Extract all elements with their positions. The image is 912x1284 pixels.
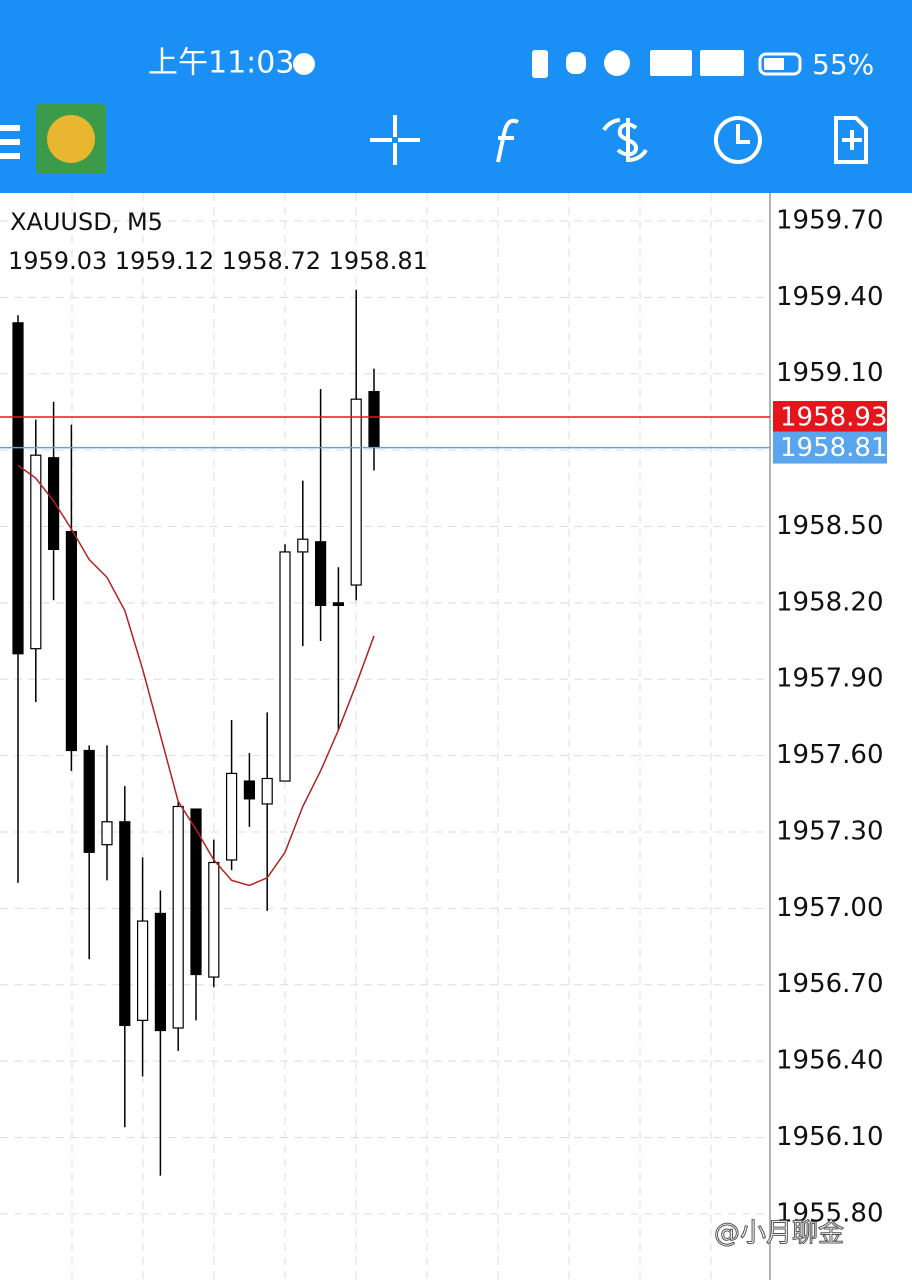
y-tick-label: 1957.90 <box>776 664 884 694</box>
symbols-button[interactable] <box>602 118 648 162</box>
candle-body <box>119 821 131 1027</box>
battery-icon <box>758 52 802 76</box>
battery-level <box>764 58 784 70</box>
price-label: 1958.81 <box>780 433 888 463</box>
app-logo-globe <box>47 115 95 163</box>
bell-icon <box>566 52 586 74</box>
candle-body <box>47 457 60 550</box>
y-tick-label: 1957.60 <box>776 740 884 770</box>
moving-average <box>17 464 375 887</box>
candle-body <box>315 541 327 606</box>
candle-body <box>350 398 362 586</box>
y-tick-label: 1956.40 <box>776 1046 884 1076</box>
candle-body <box>279 551 291 782</box>
y-tick-label: 1957.00 <box>776 893 884 923</box>
menu-icon[interactable] <box>0 125 20 159</box>
price-label: 1958.93 <box>780 403 888 433</box>
bluetooth-icon <box>532 50 548 78</box>
candle-body <box>154 912 166 1032</box>
y-tick-label: 1959.40 <box>776 282 884 312</box>
candle-body <box>101 821 113 846</box>
price-tag <box>773 401 887 434</box>
candle-body <box>30 454 42 650</box>
candle-body <box>261 777 273 805</box>
candle-body <box>297 538 309 553</box>
candle-body <box>83 749 95 853</box>
candle-body <box>368 390 380 449</box>
candle-body <box>190 808 202 976</box>
ohlc-text: 1959.03 1959.12 1958.72 1958.81 <box>8 247 428 275</box>
chart: XAUUSD, M5 1959.03 1959.12 1958.72 1958.… <box>0 193 888 1280</box>
signal2-icon <box>700 50 744 76</box>
y-tick-label: 1959.10 <box>776 358 884 388</box>
candle-body <box>172 805 184 1029</box>
chart-title: XAUUSD, M5 <box>10 208 163 236</box>
y-tick-label: 1958.20 <box>776 587 884 617</box>
battery-text: 55% <box>812 48 874 81</box>
top-bar <box>0 0 912 193</box>
crosshair-button[interactable] <box>370 115 420 165</box>
y-tick-label: 1958.50 <box>776 511 884 541</box>
y-tick-label: 1955.80 <box>776 1198 884 1228</box>
candle-body <box>243 780 255 800</box>
record-icon <box>293 53 315 75</box>
timeframe-button[interactable] <box>713 116 762 164</box>
signal-icons <box>532 50 744 78</box>
clock: 上午11:03 <box>148 46 294 81</box>
y-tick-label: 1957.30 <box>776 816 884 846</box>
candle-body <box>12 322 24 655</box>
y-tick-label: 1959.70 <box>776 206 884 236</box>
watermark: @小月聊金 <box>714 1219 844 1249</box>
signal1-icon <box>650 50 692 76</box>
candle-body <box>332 602 344 606</box>
candle-body <box>208 861 220 978</box>
alarm-icon <box>604 50 630 76</box>
price-tag <box>773 431 887 464</box>
candle-body <box>226 772 238 861</box>
y-tick-label: 1956.70 <box>776 969 884 999</box>
y-tick-label: 1956.10 <box>776 1122 884 1152</box>
candle-body <box>65 530 78 752</box>
new-order-button[interactable] <box>834 116 868 164</box>
indicator-button[interactable] <box>496 118 519 163</box>
candle-body <box>137 920 149 1021</box>
